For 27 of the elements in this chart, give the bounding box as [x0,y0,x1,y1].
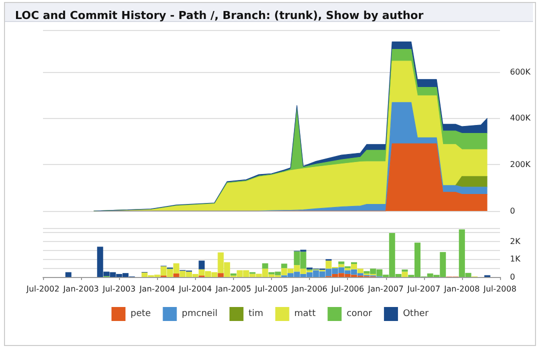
x-tick-label: Jul-2008 [482,284,516,294]
legend-label: pete [130,309,152,319]
x-tick-label: Jul-2004 [178,284,212,294]
chart-title: LOC and Commit History - Path /, Branch: (trunk), Show by author [15,9,424,22]
y-tick-label: 1K [510,254,522,264]
legend-label: tim [248,309,264,319]
x-tick-label: Jan-2003 [62,284,99,294]
x-tick-label: Jul-2003 [102,284,136,294]
y-tick-label: 2K [510,236,522,246]
x-tick-label: Jan-2008 [443,284,480,294]
y-tick-label: 0 [510,206,516,216]
legend-label: Other [402,309,429,319]
legend-label: matt [294,309,316,319]
y-tick-label: 400K [510,114,532,123]
x-tick-label: Jul-2006 [330,284,364,294]
x-tick-label: Jul-2007 [406,284,440,294]
x-tick-label: Jan-2006 [290,284,328,294]
y-tick-label: 0 [510,272,516,282]
y-tick-label: 200K [510,160,532,170]
legend-label: pmcneil [182,309,218,319]
x-tick-label: Jan-2007 [366,284,404,294]
y-tick-label: 600K [510,67,532,76]
x-tick-label: Jan-2005 [214,284,252,294]
x-tick-label: Jul-2005 [254,284,288,294]
x-tick-label: Jul-2002 [26,284,60,294]
x-tick-label: Jan-2004 [138,284,176,294]
legend-label: conor [346,309,372,319]
